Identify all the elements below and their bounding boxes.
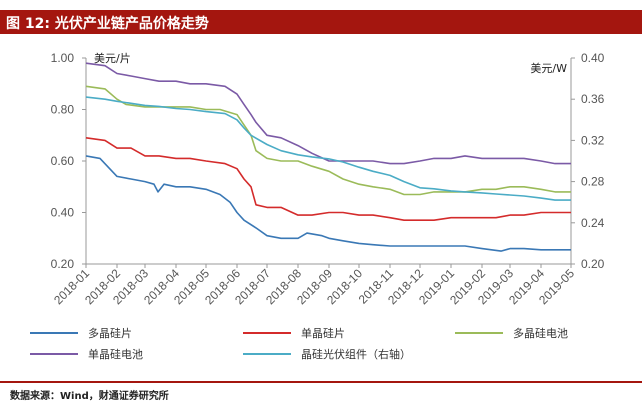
y-right-tick-label: 0.28 bbox=[581, 175, 605, 189]
y-right-tick-label: 0.24 bbox=[581, 216, 605, 230]
series-line-5 bbox=[85, 96, 571, 201]
legend-label-5: 晶硅光伏组件（右轴） bbox=[301, 347, 411, 361]
y-right-tick-label: 0.32 bbox=[581, 133, 605, 147]
line-chart: 0.20 0.40 0.60 0.80 1.00 0.20 0.24 0.28 0.32 0.36… bbox=[30, 51, 605, 361]
series-line-4 bbox=[85, 62, 571, 165]
series-line-2 bbox=[85, 137, 571, 221]
y-left-tick-label: 1.00 bbox=[51, 51, 75, 65]
y-left-tick-label: 0.20 bbox=[51, 257, 75, 271]
figure-title: 图 12: 光伏产业链产品价格走势 bbox=[6, 16, 209, 32]
figure-title-bar: 图 12: 光伏产业链产品价格走势 bbox=[0, 10, 642, 34]
left-unit-label: 美元/片 bbox=[94, 52, 131, 65]
legend-label-2: 单晶硅片 bbox=[301, 327, 345, 340]
y-right-tick-label: 0.36 bbox=[581, 92, 605, 106]
legend-label-3: 多晶硅电池 bbox=[513, 326, 568, 340]
y-right-tick-label: 0.40 bbox=[581, 51, 605, 65]
source-divider bbox=[0, 381, 642, 383]
y-left-tick-label: 0.60 bbox=[51, 154, 75, 168]
series-line-1 bbox=[85, 155, 571, 252]
legend-label-1: 多晶硅片 bbox=[88, 326, 132, 340]
y-right-tick-label: 0.20 bbox=[581, 257, 605, 271]
legend-label-4: 单晶硅电池 bbox=[88, 348, 143, 361]
right-unit-label: 美元/W bbox=[530, 62, 567, 75]
y-left-tick-label: 0.40 bbox=[51, 206, 75, 220]
series-line-3 bbox=[85, 85, 571, 196]
source-note: 数据来源：Wind，财通证券研究所 bbox=[10, 391, 169, 402]
y-left-tick-label: 0.80 bbox=[51, 103, 75, 117]
